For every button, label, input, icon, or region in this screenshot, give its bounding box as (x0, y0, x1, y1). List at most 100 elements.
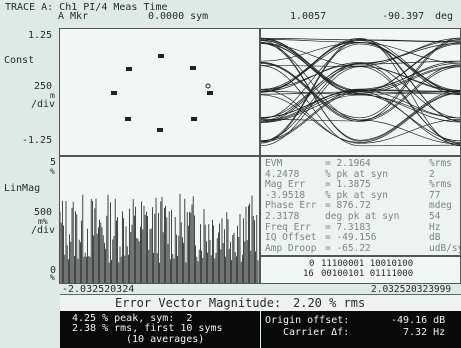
eye-diagram-panel (260, 28, 461, 156)
mag-bottom-unit: % (50, 273, 55, 282)
evm-detail-box: 4.25 % peak, sym: 2 2.38 % rms, first 10… (60, 311, 260, 348)
offset-detail-box: Origin offset: -49.16 dB Carrier Δf: 7.3… (261, 311, 461, 348)
mag-scale-unit-1: m% (38, 217, 48, 226)
stat-unit: udB/sym (429, 242, 460, 254)
evm-peak-line: 4.25 % peak, sym: 2 (72, 313, 193, 324)
stat-name: Amp Droop (265, 242, 317, 254)
bits-row1-index: 0 (309, 259, 315, 269)
eye-trace (261, 60, 460, 141)
constellation-cluster (157, 128, 163, 132)
marker-value: 0.0000 sym (148, 11, 209, 22)
eye-trace (261, 62, 460, 122)
constellation-cluster (207, 91, 213, 95)
constellation-cluster (126, 67, 132, 71)
stat-unit: %rms (429, 158, 452, 169)
constellation-cluster (125, 117, 131, 121)
eye-trace (261, 66, 460, 147)
stat-value: = 876.72 (325, 200, 371, 212)
origin-offset-label: Origin offset: (265, 315, 350, 326)
constellation-cluster (190, 66, 196, 70)
eye-trace (261, 91, 460, 145)
error-summary-panel: EVM = 2.1964 %rms 4.2478 % pk at syn 2 Mag Err… (260, 156, 461, 256)
stat-value: = -65.22 (325, 242, 371, 254)
stat-name: IQ Offset (265, 232, 317, 244)
constellation-plot (111, 54, 213, 132)
eye-trace (261, 39, 460, 144)
symbol-bits-panel: 0 11100001 10010100 16 00100101 01111000 (260, 256, 461, 284)
stat-name: EVM (265, 158, 283, 169)
readout-2-unit: deg (435, 11, 454, 22)
constellation-panel (59, 28, 260, 156)
stat-name: Freq Err (265, 221, 311, 233)
mag-format-label: LinMag (4, 183, 41, 194)
const-scale-unit-1: m (50, 91, 55, 100)
evm-label: Error Vector Magnitude: (115, 296, 282, 310)
stat-unit: %rms (429, 179, 452, 191)
const-top-value: 1.25 (28, 30, 53, 41)
carrier-value: 7.32 Hz (403, 327, 446, 338)
constellation-cluster (191, 117, 197, 121)
stat-name: Mag Err (265, 179, 306, 191)
constellation-cluster (111, 91, 117, 95)
eye-trace (261, 38, 460, 96)
stat-unit: mdeg (429, 200, 452, 212)
stat-value: = -49.156 (325, 232, 377, 244)
stat-value: = 7.3183 (325, 221, 371, 233)
eye-trace (261, 89, 460, 118)
eye-trace (261, 62, 460, 121)
eye-diagram-plot (261, 37, 460, 147)
eye-trace (261, 65, 460, 147)
trace-label: TRACE A: Ch1 PI/4 Meas Time (5, 2, 168, 13)
eye-trace (261, 39, 460, 119)
x-start-label: -2.032520324 (62, 284, 135, 295)
eye-trace (261, 38, 460, 142)
eye-trace (261, 90, 460, 95)
eye-trace (261, 60, 460, 119)
stat-value: % pk at syn (325, 189, 388, 201)
eye-trace (261, 43, 460, 120)
origin-offset-value: -49.16 dB (391, 315, 446, 326)
const-scale-unit-2: /div (31, 99, 56, 110)
readout-2: -90.397 (382, 11, 425, 22)
mag-bottom-value: 0 (50, 265, 57, 276)
stat-name: Phase Err (265, 200, 317, 212)
stat-name: -3.9518 (265, 189, 306, 201)
magnitude-trace-panel (59, 156, 260, 284)
mag-scale-value: 500 (34, 207, 53, 218)
mag-top-value: 5 (50, 157, 57, 168)
eye-trace (261, 63, 460, 122)
magnitude-error-trace (60, 193, 259, 283)
stat-unit: 2 (429, 168, 435, 180)
stat-name: 2.3178 (265, 211, 300, 222)
evm-banner: Error Vector Magnitude: 2.20 % rms (60, 294, 461, 311)
bits-row1: 11100001 10010100 (321, 259, 414, 269)
marker-label: A Mkr (58, 11, 89, 22)
eye-trace (261, 40, 460, 142)
eye-trace (261, 94, 460, 123)
stat-unit: 54 (429, 211, 441, 222)
evm-averages-line: (10 averages) (126, 334, 205, 345)
stat-unit: Hz (429, 221, 441, 233)
x-end-label: 2.032520323999 (371, 284, 452, 295)
magnitude-trace-plot (60, 193, 259, 283)
eye-trace (261, 42, 460, 141)
stat-name: 4.2478 (265, 168, 300, 180)
eye-trace (261, 37, 460, 123)
eye-trace (261, 89, 460, 144)
stat-value: % pk at syn (325, 168, 388, 180)
eye-trace (261, 38, 460, 42)
mag-scale-unit-2: /div (31, 225, 56, 236)
mag-top-unit: % (50, 167, 55, 176)
stat-value: deg pk at syn (325, 211, 400, 222)
bits-row2: 00100101 01111000 (321, 269, 414, 279)
evm-value: 2.20 % rms (293, 296, 366, 310)
stat-unit: 77 (429, 189, 441, 201)
eye-trace (261, 42, 460, 94)
marker-icon (205, 83, 211, 89)
const-format-label: Const (4, 55, 35, 66)
constellation-cluster (158, 54, 164, 58)
stat-value: = 2.1964 (325, 158, 371, 169)
const-scale-value: 250 (34, 81, 53, 92)
carrier-label: Carrier Δf: (283, 327, 350, 338)
